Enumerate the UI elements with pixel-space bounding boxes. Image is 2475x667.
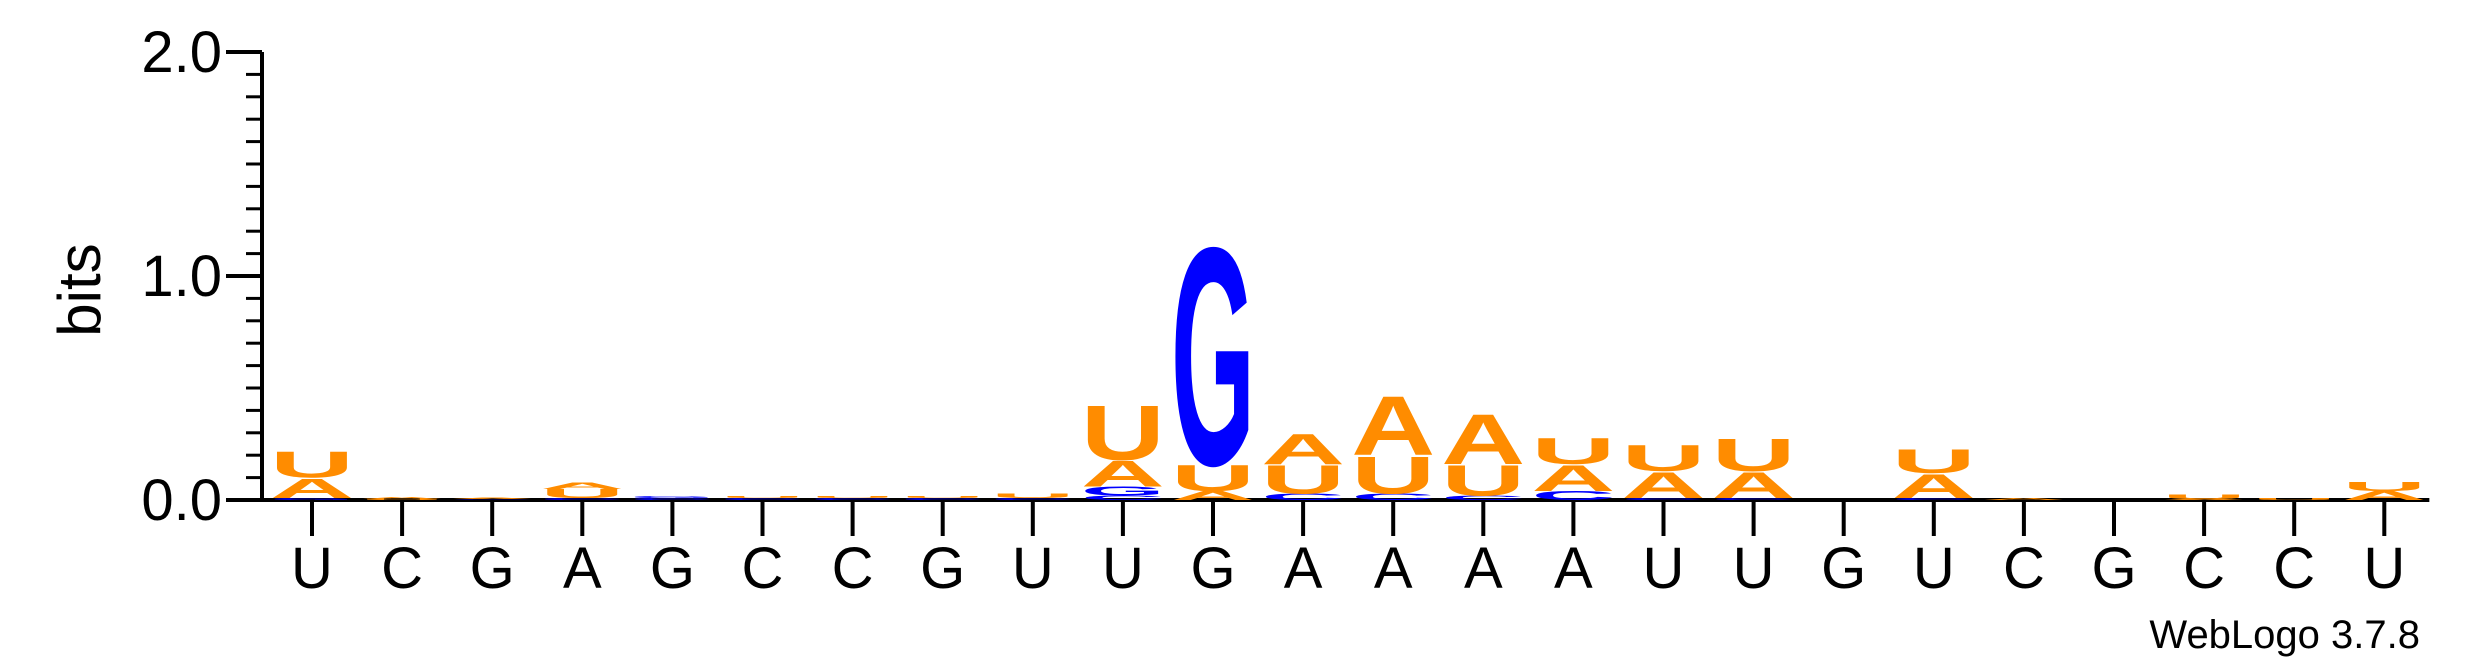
logo-letter-A: A	[270, 472, 354, 503]
logo-letter-A: A	[1441, 400, 1525, 479]
axes: 0.0 1.0 2.0	[141, 20, 2430, 536]
logo-letter-C: C	[630, 497, 714, 500]
x-tick-label: C	[832, 536, 874, 601]
logo-letter-C: C	[1081, 494, 1165, 501]
x-tick-label: G	[650, 536, 695, 601]
logo-letter-U: U	[1441, 456, 1525, 505]
logo-letter-A: A	[1712, 464, 1796, 505]
y-tick-label: 1.0	[141, 244, 222, 309]
logo-letter-C: C	[811, 497, 895, 500]
logo-letter-A: A	[1351, 380, 1435, 474]
logo-letter-A: A	[2162, 499, 2246, 501]
x-tick-label: C	[742, 536, 784, 601]
logo-letter-C: C	[540, 497, 624, 500]
y-axis-label: bits	[46, 243, 113, 336]
x-tick-label: U	[2363, 536, 2405, 601]
x-tick-label: A	[1374, 536, 1413, 601]
x-tick-label: C	[2273, 536, 2315, 601]
logo-letter-U: U	[1081, 389, 1165, 476]
logo-letter-U: U	[901, 495, 985, 498]
x-tick-label: G	[1821, 536, 1866, 601]
x-tick-label: C	[381, 536, 423, 601]
logo-letter-A: A	[1622, 464, 1706, 505]
x-tick-label: U	[1733, 536, 1775, 601]
logo-letter-C: C	[1351, 492, 1435, 502]
logo-letter-A: A	[1531, 458, 1615, 499]
logo-letter-U: U	[2252, 497, 2336, 500]
logo-letter-A: A	[1261, 424, 1345, 473]
x-tick-label: A	[563, 536, 602, 601]
y-tick-label: 0.0	[141, 468, 222, 533]
x-tick-label: A	[1554, 536, 1593, 601]
logo-letter-C: C	[1531, 489, 1615, 503]
weblogo-credit: WebLogo 3.7.8	[2149, 613, 2420, 657]
x-tick-label: G	[1190, 536, 1235, 601]
logo-letter-A: A	[540, 480, 624, 490]
logo-letter-U: U	[1622, 438, 1706, 479]
logo-letter-U: U	[1351, 446, 1435, 505]
x-tick-label: U	[1913, 536, 1955, 601]
logo-letter-U: U	[360, 499, 444, 501]
logo-letter-C: C	[901, 497, 985, 500]
logo-letter-C: C	[450, 499, 534, 500]
logo-letter-U: U	[1531, 431, 1615, 472]
logo-letter-A: A	[1892, 467, 1976, 505]
x-tick-label: U	[291, 536, 333, 601]
y-tick-label: 2.0	[141, 20, 222, 85]
logo-letter-U: U	[1261, 457, 1345, 502]
logo-letter-G: G	[270, 497, 354, 500]
x-tick-label: G	[2091, 536, 2136, 601]
logo-letter-U: U	[1892, 442, 1976, 480]
logo-letter-C: C	[1261, 492, 1345, 502]
logo-letter-U: U	[1712, 429, 1796, 481]
logo-letter-U: U	[2162, 493, 2246, 500]
x-tick-label: G	[920, 536, 965, 601]
x-tick-label: U	[1102, 536, 1144, 601]
logo-letter-U: U	[540, 486, 624, 500]
logo-letter-A: A	[1982, 497, 2066, 500]
x-tick-label: U	[1012, 536, 1054, 601]
logo-letter-G: G	[1081, 484, 1165, 498]
logo-letter-C: C	[991, 497, 1075, 500]
logo-letter-U: U	[270, 444, 354, 485]
logo-letter-A: A	[450, 497, 534, 499]
logo-letter-A: A	[360, 497, 444, 500]
x-tick-label: U	[1643, 536, 1685, 601]
logo-letter-C: C	[1892, 497, 1976, 500]
x-tick-label: A	[1284, 536, 1323, 601]
logo-letter-C: C	[1441, 494, 1525, 501]
logo-letter-U: U	[721, 495, 805, 498]
logo-letter-C: C	[721, 497, 805, 500]
x-tick-label: A	[1464, 536, 1503, 601]
logo-letter-U: U	[1171, 458, 1255, 499]
x-tick-label: C	[2183, 536, 2225, 601]
logo-letter-G: G	[1171, 184, 1255, 531]
logo-letter-U: U	[991, 492, 1075, 499]
logo-letter-A: A	[1171, 489, 1255, 503]
x-tick-label: G	[470, 536, 515, 601]
x-tick-label: C	[2003, 536, 2045, 601]
logo-letter-C: C	[1622, 497, 1706, 500]
logo-letter-U: U	[811, 495, 895, 498]
logo-letter-A: A	[2342, 489, 2426, 503]
logo-letter-C: C	[1712, 497, 1796, 500]
logo-letter-G: G	[630, 495, 714, 498]
logo-letter-U: U	[2342, 480, 2426, 494]
logo-letter-A: A	[1081, 453, 1165, 494]
